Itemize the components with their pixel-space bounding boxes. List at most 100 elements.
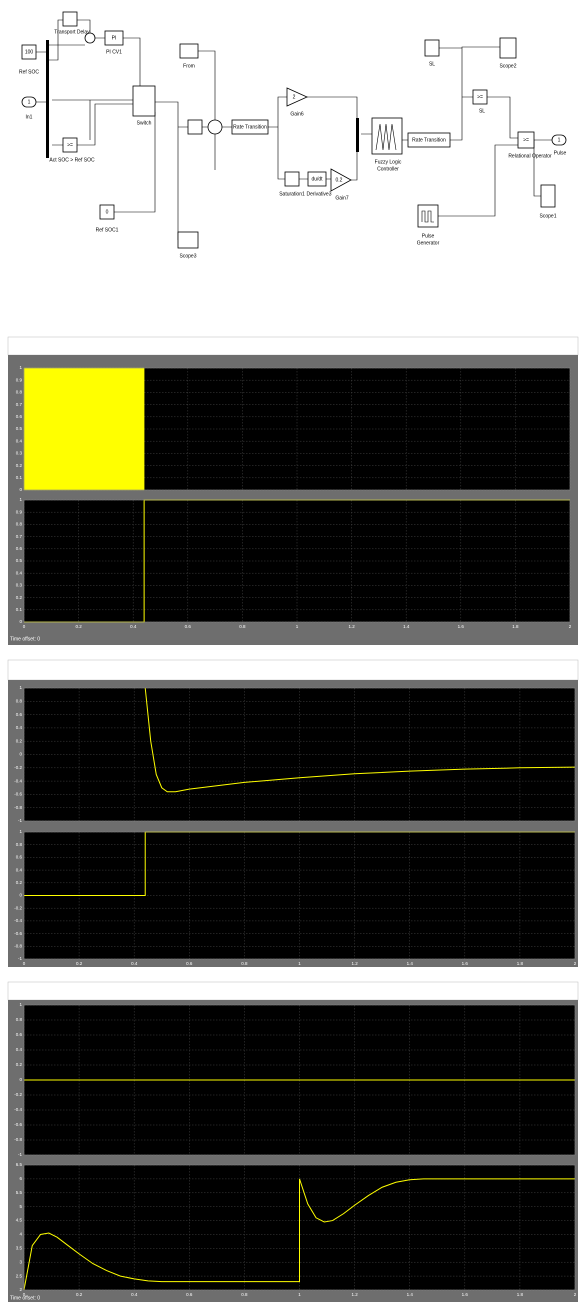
block[interactable]: [424, 39, 440, 57]
y-tick-label: -0.2: [14, 765, 22, 770]
plot-border: [23, 367, 571, 491]
y-tick-label: 0.1: [16, 475, 23, 480]
y-tick-label: -1: [18, 1152, 22, 1157]
y-tick-label: 0.2: [16, 463, 23, 468]
y-tick-label: 3.5: [16, 1246, 23, 1251]
x-tick-label: 1: [298, 1292, 301, 1297]
x-tick-label: 1.4: [407, 1292, 414, 1297]
block[interactable]: [99, 204, 115, 220]
block[interactable]: [179, 43, 199, 59]
block[interactable]: [307, 171, 327, 187]
block[interactable]: [177, 231, 199, 249]
block-text: >=: [477, 94, 483, 100]
block-text: 1: [558, 137, 561, 143]
x-tick-label: 0.8: [241, 1292, 248, 1297]
y-tick-label: 0.4: [16, 438, 23, 443]
x-tick-label: 0.4: [130, 624, 137, 629]
x-tick-label: 0: [23, 961, 26, 966]
gain[interactable]: [330, 168, 352, 192]
y-tick-label: 3: [19, 1259, 22, 1264]
area: [23, 367, 145, 491]
y-tick-label: 6: [19, 1176, 22, 1181]
x-tick-label: 1.4: [403, 624, 410, 629]
block[interactable]: [284, 171, 300, 187]
block-label: Saturation1: [279, 191, 305, 197]
x-tick-label: 0: [23, 1292, 26, 1297]
y-tick-label: 0.7: [16, 402, 23, 407]
y-tick-label: -0.8: [14, 805, 22, 810]
block[interactable]: [187, 119, 203, 135]
plot-border: [23, 831, 576, 960]
block[interactable]: [540, 184, 556, 208]
block-label: Relational Operator: [508, 153, 552, 159]
y-tick-label: 0.3: [16, 583, 23, 588]
block-label: Generator: [417, 240, 440, 246]
block[interactable]: [21, 44, 37, 60]
block-label: Rate Transition: [233, 124, 267, 130]
y-tick-label: 0.1: [16, 607, 23, 612]
y-tick-label: -1: [18, 818, 22, 823]
y-tick-label: 0.5: [16, 558, 23, 563]
gain[interactable]: [286, 87, 308, 107]
y-tick-label: 1: [19, 365, 22, 370]
x-tick-label: 0.8: [239, 624, 246, 629]
y-tick-label: 0.4: [16, 725, 23, 730]
y-tick-label: 0.6: [16, 855, 23, 860]
y-tick-label: 4: [19, 1232, 22, 1237]
y-tick-label: 2.5: [16, 1273, 23, 1278]
y-tick-label: 0.9: [16, 377, 23, 382]
y-tick-label: 5.5: [16, 1190, 23, 1195]
y-tick-label: 6.5: [16, 1162, 23, 1167]
block[interactable]: [499, 37, 517, 59]
x-tick-label: 2: [569, 624, 572, 629]
x-tick-label: 1.6: [462, 1292, 469, 1297]
block[interactable]: [62, 137, 78, 153]
y-tick-label: 1: [19, 829, 22, 834]
y-tick-label: 0: [19, 752, 22, 757]
block-label: Scope2: [500, 63, 517, 69]
block[interactable]: [132, 85, 156, 117]
y-tick-label: -0.4: [14, 778, 22, 783]
block-text: 2: [293, 94, 296, 100]
block[interactable]: [231, 119, 269, 135]
scope-toolbar: [7, 336, 579, 356]
block[interactable]: [551, 134, 567, 146]
scope-footer: Time offset: 0: [10, 636, 40, 642]
scope-toolbar: [7, 659, 579, 681]
y-tick-label: 0.8: [16, 390, 23, 395]
block[interactable]: [371, 117, 403, 155]
x-tick-label: 0.4: [131, 961, 138, 966]
plot-border: [23, 1164, 576, 1291]
block-label: PI CV1: [106, 49, 122, 55]
y-tick-label: 0.9: [16, 509, 23, 514]
block-label: Pulse: [422, 233, 435, 239]
y-tick-label: 0.6: [16, 546, 23, 551]
y-tick-label: 0.6: [16, 1032, 23, 1037]
y-tick-label: 4.5: [16, 1218, 23, 1223]
scope-footer: Time offset: 0: [10, 1295, 40, 1301]
y-tick-label: 0.8: [16, 522, 23, 527]
block[interactable]: [472, 89, 488, 105]
block[interactable]: [104, 30, 124, 46]
block[interactable]: [517, 131, 535, 149]
y-tick-label: 0: [19, 893, 22, 898]
x-tick-label: 1.8: [517, 1292, 524, 1297]
block-label: Fuzzy Logic: [375, 159, 402, 165]
y-tick-label: -0.8: [14, 943, 22, 948]
sum[interactable]: [207, 119, 223, 135]
y-tick-label: 0.8: [16, 698, 23, 703]
block[interactable]: [21, 96, 37, 108]
y-tick-label: 0.8: [16, 842, 23, 847]
x-tick-label: 0.2: [76, 1292, 83, 1297]
block[interactable]: [62, 11, 78, 27]
line: [144, 687, 576, 793]
scope-toolbar: [7, 981, 579, 1001]
x-tick-label: 0.4: [131, 1292, 138, 1297]
x-tick-label: 1.4: [407, 961, 414, 966]
block[interactable]: [407, 132, 451, 148]
sum[interactable]: [84, 32, 96, 44]
x-tick-label: 0.2: [76, 961, 83, 966]
y-tick-label: 0.3: [16, 451, 23, 456]
block-label: Gain7: [335, 195, 349, 201]
